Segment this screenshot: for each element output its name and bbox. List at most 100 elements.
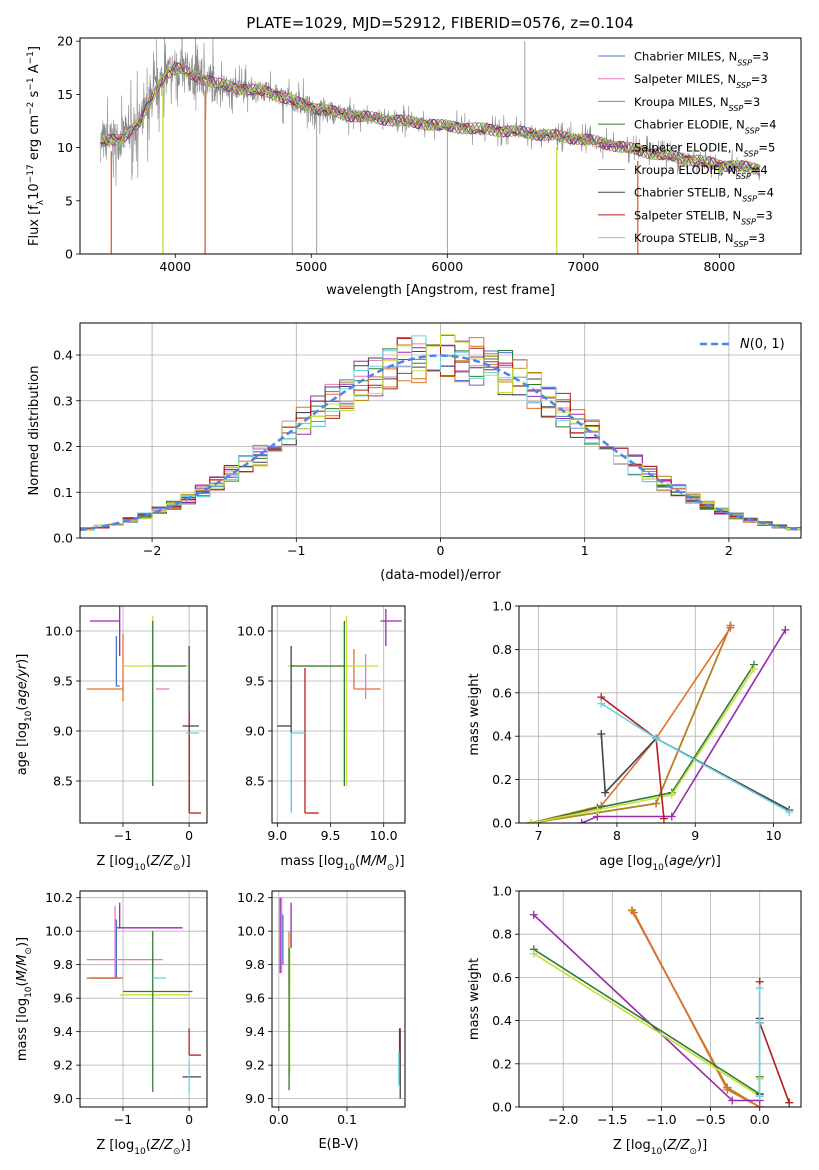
x-tick-label: −0.5 (695, 1112, 725, 1127)
legend-label: Kroupa STELIB, NSSP=3 (634, 231, 765, 249)
x-tick-label: 9.0 (267, 828, 287, 843)
axes-frame (79, 605, 208, 824)
y-axis-label: mass weight (467, 958, 482, 1040)
x-tick-label: 1 (581, 543, 589, 558)
x-axis-label: (data-model)/error (380, 568, 501, 583)
x-tick-label: 0 (437, 543, 445, 558)
y-tick-label: 10.0 (45, 624, 73, 639)
x-tick-label: 0 (185, 828, 193, 843)
y-tick-label: 0.2 (492, 772, 512, 787)
y-tick-label: 0.0 (492, 1100, 512, 1115)
x-tick-label: 0.0 (750, 1112, 770, 1127)
panel-weight-vs-Z: −2.0 −1.5 −1.0 −0.5 0.0 0.0 0.2 0.4 0.6 0.8 1.0 mas… (467, 884, 802, 1157)
y-tick-label: 10 (57, 140, 73, 155)
axes-frame (79, 890, 208, 1108)
legend-label: N(0, 1) (740, 337, 785, 352)
weight-line (631, 910, 761, 1107)
legend-label: Chabrier MILES, NSSP=3 (634, 50, 769, 68)
weight-line (530, 625, 732, 823)
x-axis-label: Z [log10(Z/Z⊙)] (96, 1138, 190, 1157)
weight-marker (728, 1096, 737, 1105)
weight-marker (723, 1085, 732, 1094)
y-tick-label: 0.0 (53, 531, 73, 546)
panel-mass-vs-Z: −1 0 9.0 9.2 9.4 9.6 9.8 10.0 10.2 Z [log10(Z/Z⊙)… (15, 890, 208, 1157)
weight-marker (659, 814, 668, 823)
y-tick-label: 8.5 (245, 774, 265, 789)
plot-area (86, 606, 202, 814)
y-tick-label: 0.0 (492, 816, 512, 831)
x-tick-label: 7 (535, 828, 543, 843)
weight-line (758, 981, 790, 1103)
weight-marker (667, 812, 676, 821)
legend-label: Kroupa MILES, NSSP=3 (634, 95, 760, 113)
weight-marker (652, 799, 661, 808)
legend-label: Kroupa ELODIE, NSSP=4 (634, 163, 768, 181)
legend-label: Salpeter ELODIE, NSSP=5 (634, 140, 775, 158)
y-tick-label: 1.0 (492, 884, 512, 899)
y-tick-label: 8.5 (53, 774, 73, 789)
weight-marker (755, 1018, 764, 1027)
weight-marker (597, 730, 606, 739)
y-tick-label: 1.0 (492, 599, 512, 614)
legend-label: Salpeter STELIB, NSSP=3 (634, 208, 773, 226)
x-tick-label: 4000 (159, 259, 191, 274)
y-axis-label: Normed distribution (27, 366, 42, 496)
plot-area (529, 906, 794, 1107)
weight-marker (629, 908, 638, 917)
weight-marker (529, 910, 538, 919)
y-tick-label: 0.4 (492, 729, 512, 744)
x-axis-label: age [log10(age/yr)] (599, 854, 721, 873)
x-tick-label: −2 (143, 543, 161, 558)
weight-line (530, 627, 732, 823)
y-tick-label: 9.0 (245, 1091, 265, 1106)
weight-marker (577, 819, 586, 823)
x-axis-label: Z [log10(Z/Z⊙)] (96, 854, 190, 873)
y-axis-label: Flux [fλ10−17 erg cm−2 s−1 A−1] (26, 46, 46, 246)
weight-line (631, 910, 761, 1107)
weight-line (530, 625, 732, 823)
weight-line (600, 733, 790, 811)
y-tick-label: 0.2 (53, 439, 73, 454)
weight-marker (755, 984, 764, 993)
x-tick-label: −1 (114, 1112, 132, 1127)
y-tick-label: 0.4 (53, 348, 73, 363)
x-tick-label: −1.5 (597, 1112, 627, 1127)
axes-frame (79, 37, 802, 255)
weight-marker (750, 664, 758, 673)
weight-marker (755, 1092, 764, 1101)
y-tick-label: 0.6 (492, 970, 512, 985)
weight-line (530, 625, 732, 823)
y-axis-label: mass [log10(M/M⊙)] (15, 937, 34, 1061)
weight-marker (601, 788, 610, 797)
panel-weight-vs-age: 7 8 9 10 0.0 0.2 0.4 0.6 0.8 1.0 mass weight age [l… (467, 599, 802, 873)
x-tick-label: 6000 (431, 259, 463, 274)
weight-line (533, 948, 761, 1096)
x-tick-label: 10.0 (370, 828, 398, 843)
spectrum-model-line (100, 67, 761, 174)
axes-frame (518, 605, 802, 824)
x-tick-label: −2.0 (548, 1112, 578, 1127)
weight-marker (526, 819, 535, 823)
legend-label: Chabrier ELODIE, NSSP=4 (634, 118, 776, 136)
weight-marker (781, 625, 790, 634)
y-tick-label: 10.2 (237, 890, 265, 905)
y-tick-label: 9.4 (53, 1024, 73, 1039)
x-tick-label: −1 (287, 543, 305, 558)
plot-area (86, 902, 202, 1094)
y-tick-label: 9.0 (53, 724, 73, 739)
weight-marker (652, 734, 661, 743)
weight-marker (785, 1098, 794, 1107)
x-axis-label: E(B-V) (318, 1137, 358, 1152)
y-tick-label: 0.1 (53, 485, 73, 500)
y-tick-label: 10.0 (237, 624, 265, 639)
y-tick-label: 0.8 (492, 927, 512, 942)
figure-title: PLATE=1029, MJD=52912, FIBERID=0576, z=0… (246, 14, 633, 32)
axes-frame (518, 890, 802, 1108)
weight-marker (785, 808, 794, 817)
normal-curve (80, 354, 801, 532)
x-axis-label: wavelength [Angstrom, rest frame] (326, 283, 555, 298)
y-tick-label: 0.2 (492, 1056, 512, 1071)
legend-label: Chabrier STELIB, NSSP=4 (634, 186, 774, 204)
y-tick-label: 9.6 (245, 991, 265, 1006)
